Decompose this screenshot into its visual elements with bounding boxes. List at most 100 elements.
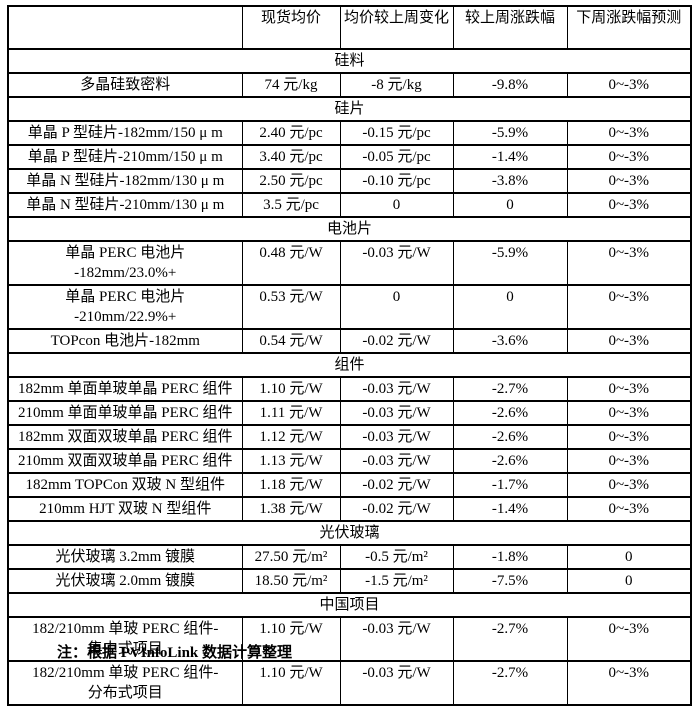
wow-change-cell: -1.5 元/m²: [339, 568, 454, 594]
table-row: 182/210mm 单玻 PERC 组件- 分布式项目 1.10 元/W -0.…: [7, 660, 692, 706]
wow-pct-cell: -7.5%: [452, 568, 568, 594]
table-row: 单晶 P 型硅片-210mm/150 μ m 3.40 元/pc -0.05 元…: [7, 144, 692, 170]
footnote: 注：根据 PVInfoLink 数据计算整理: [57, 645, 293, 661]
product-label-line2: 分布式项目: [87, 685, 163, 701]
product-cell: 单晶 N 型硅片-182mm/130 μ m: [7, 168, 243, 194]
table-row: 光伏玻璃 3.2mm 镀膜 27.50 元/m² -0.5 元/m² -1.8%…: [7, 544, 692, 570]
product-cell: 单晶 PERC 电池片 -182mm/23.0%+: [7, 240, 243, 286]
avg-price-cell: 18.50 元/m²: [241, 568, 341, 594]
section-header-row: 硅料: [7, 48, 692, 74]
wow-change-cell: -0.03 元/W: [339, 376, 454, 402]
product-cell: 光伏玻璃 2.0mm 镀膜: [7, 568, 243, 594]
wow-change-cell: -0.02 元/W: [339, 472, 454, 498]
table-row: 多晶硅致密料 74 元/kg -8 元/kg -9.8% 0~-3%: [7, 72, 692, 98]
pv-price-table: 现货均价 均价较上周变化 较上周涨跌幅 下周涨跌幅预测 硅料 多晶硅致密料 74…: [7, 5, 692, 706]
wow-pct-cell: -2.6%: [452, 424, 568, 450]
section-title-glass: 光伏玻璃: [7, 520, 692, 546]
product-cell: 光伏玻璃 3.2mm 镀膜: [7, 544, 243, 570]
wow-pct-cell: -5.9%: [452, 240, 568, 286]
wow-pct-cell: -5.9%: [452, 120, 568, 146]
wow-change-cell: -0.15 元/pc: [339, 120, 454, 146]
product-cell: 210mm 双面双玻单晶 PERC 组件: [7, 448, 243, 474]
table-row: 单晶 PERC 电池片 -210mm/22.9%+ 0.53 元/W 0 0 0…: [7, 284, 692, 330]
avg-price-cell: 1.11 元/W: [241, 400, 341, 426]
avg-price-cell: 1.10 元/W: [241, 376, 341, 402]
forecast-cell: 0~-3%: [566, 168, 692, 194]
product-cell: 单晶 PERC 电池片 -210mm/22.9%+: [7, 284, 243, 330]
wow-pct-cell: -1.8%: [452, 544, 568, 570]
avg-price-cell: 74 元/kg: [241, 72, 341, 98]
wow-change-cell: -0.03 元/W: [339, 616, 454, 662]
product-cell: 单晶 N 型硅片-210mm/130 μ m: [7, 192, 243, 218]
wow-change-cell: -0.03 元/W: [339, 400, 454, 426]
forecast-cell: 0~-3%: [566, 144, 692, 170]
section-header-row: 光伏玻璃: [7, 520, 692, 546]
forecast-cell: 0~-3%: [566, 284, 692, 330]
wow-pct-cell: -2.6%: [452, 448, 568, 474]
wow-pct-cell: -2.6%: [452, 400, 568, 426]
section-title-module: 组件: [7, 352, 692, 378]
section-title-wafer: 硅片: [7, 96, 692, 122]
wow-pct-cell: -9.8%: [452, 72, 568, 98]
wow-pct-cell: -1.7%: [452, 472, 568, 498]
wow-pct-cell: -1.4%: [452, 144, 568, 170]
table-row: TOPcon 电池片-182mm 0.54 元/W -0.02 元/W -3.6…: [7, 328, 692, 354]
wow-pct-cell: -3.6%: [452, 328, 568, 354]
wow-pct-cell: -1.4%: [452, 496, 568, 522]
forecast-cell: 0~-3%: [566, 616, 692, 662]
avg-price-cell: 0.48 元/W: [241, 240, 341, 286]
table-row: 210mm HJT 双玻 N 型组件 1.38 元/W -0.02 元/W -1…: [7, 496, 692, 522]
avg-price-cell: 3.40 元/pc: [241, 144, 341, 170]
column-header-forecast: 下周涨跌幅预测: [566, 5, 692, 50]
forecast-cell: 0~-3%: [566, 328, 692, 354]
wow-change-cell: 0: [339, 192, 454, 218]
product-cell: 210mm 单面单玻单晶 PERC 组件: [7, 400, 243, 426]
wow-change-cell: -0.10 元/pc: [339, 168, 454, 194]
section-title-silicon: 硅料: [7, 48, 692, 74]
forecast-cell: 0~-3%: [566, 240, 692, 286]
product-label-line1: 182/210mm 单玻 PERC 组件-: [32, 665, 219, 681]
product-label-line2: -182mm/23.0%+: [74, 265, 177, 281]
section-title-china-projects: 中国项目: [7, 592, 692, 618]
avg-price-cell: 0.54 元/W: [241, 328, 341, 354]
product-label-line1: 单晶 PERC 电池片: [65, 245, 186, 261]
avg-price-cell: 1.38 元/W: [241, 496, 341, 522]
table-row: 210mm 单面单玻单晶 PERC 组件 1.11 元/W -0.03 元/W …: [7, 400, 692, 426]
product-cell: 单晶 P 型硅片-210mm/150 μ m: [7, 144, 243, 170]
product-cell: TOPcon 电池片-182mm: [7, 328, 243, 354]
forecast-cell: 0~-3%: [566, 376, 692, 402]
product-cell: 182/210mm 单玻 PERC 组件- 分布式项目: [7, 660, 243, 706]
table-row: 182mm 双面双玻单晶 PERC 组件 1.12 元/W -0.03 元/W …: [7, 424, 692, 450]
avg-price-cell: 27.50 元/m²: [241, 544, 341, 570]
wow-change-cell: -8 元/kg: [339, 72, 454, 98]
wow-pct-cell: -2.7%: [452, 616, 568, 662]
wow-pct-cell: -2.7%: [452, 660, 568, 706]
avg-price-cell: 3.5 元/pc: [241, 192, 341, 218]
table-row: 光伏玻璃 2.0mm 镀膜 18.50 元/m² -1.5 元/m² -7.5%…: [7, 568, 692, 594]
avg-price-cell: 2.40 元/pc: [241, 120, 341, 146]
forecast-cell: 0~-3%: [566, 424, 692, 450]
forecast-cell: 0~-3%: [566, 472, 692, 498]
avg-price-cell: 1.10 元/W: [241, 660, 341, 706]
avg-price-cell: 1.13 元/W: [241, 448, 341, 474]
table-row: 单晶 N 型硅片-182mm/130 μ m 2.50 元/pc -0.10 元…: [7, 168, 692, 194]
wow-change-cell: -0.02 元/W: [339, 328, 454, 354]
column-header-avg-price: 现货均价: [241, 5, 341, 50]
table-row: 单晶 P 型硅片-182mm/150 μ m 2.40 元/pc -0.15 元…: [7, 120, 692, 146]
section-header-row: 中国项目: [7, 592, 692, 618]
forecast-cell: 0~-3%: [566, 192, 692, 218]
forecast-cell: 0~-3%: [566, 72, 692, 98]
forecast-cell: 0~-3%: [566, 496, 692, 522]
wow-change-cell: -0.05 元/pc: [339, 144, 454, 170]
section-header-row: 硅片: [7, 96, 692, 122]
forecast-cell: 0~-3%: [566, 120, 692, 146]
section-title-cell: 电池片: [7, 216, 692, 242]
wow-change-cell: -0.03 元/W: [339, 240, 454, 286]
column-header-wow-pct: 较上周涨跌幅: [452, 5, 568, 50]
wow-change-cell: -0.03 元/W: [339, 448, 454, 474]
wow-change-cell: 0: [339, 284, 454, 330]
forecast-cell: 0: [566, 568, 692, 594]
avg-price-cell: 1.18 元/W: [241, 472, 341, 498]
product-cell: 210mm HJT 双玻 N 型组件: [7, 496, 243, 522]
forecast-cell: 0~-3%: [566, 400, 692, 426]
